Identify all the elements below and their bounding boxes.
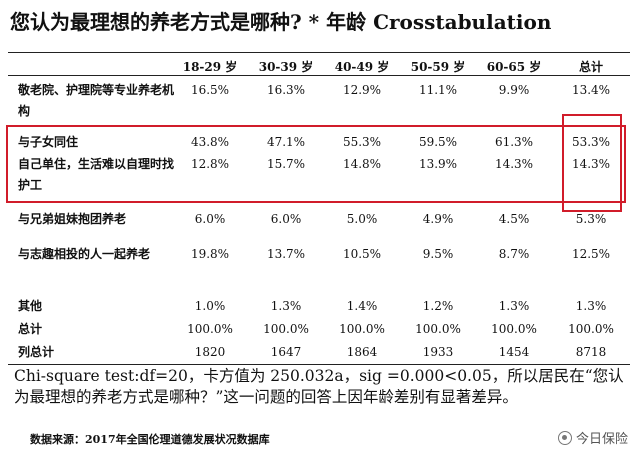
table-cell: 1.3% <box>575 299 607 313</box>
table-cell: 1933 <box>422 345 454 359</box>
table-cell: 14.3% <box>494 157 534 171</box>
table-cell: 100.0% <box>187 322 233 336</box>
table-cell: 16.5% <box>190 83 230 97</box>
highlight-box-total <box>562 114 622 212</box>
table-cell: 14.3% <box>571 157 611 171</box>
table-cell: 61.3% <box>494 135 534 149</box>
table-cell: 16.3% <box>266 83 306 97</box>
highlight-box-rows <box>6 125 626 203</box>
table-cell: 1820 <box>194 345 226 359</box>
table-cell: 4.9% <box>422 212 454 226</box>
table-cell: 59.5% <box>418 135 458 149</box>
table-cell: 10.5% <box>342 247 382 261</box>
table-cell: 5.0% <box>346 212 378 226</box>
table-cell: 6.0% <box>194 212 226 226</box>
row-label-column-total: 列总计 <box>18 345 55 359</box>
table-cell: 12.8% <box>190 157 230 171</box>
row-label-institution: 敬老院、护理院等专业养老机构 <box>18 83 175 118</box>
header-rule <box>8 75 630 76</box>
data-source: 数据来源：2017年全国伦理道德发展状况数据库 <box>30 433 270 446</box>
table-cell: 6.0% <box>270 212 302 226</box>
table-cell: 5.3% <box>575 212 607 226</box>
table-cell: 8.7% <box>498 247 530 261</box>
table-cell: 53.3% <box>571 135 611 149</box>
table-cell: 1.0% <box>194 299 226 313</box>
table-cell: 13.9% <box>418 157 458 171</box>
row-label-total: 总计 <box>18 322 43 336</box>
table-cell: 15.7% <box>266 157 306 171</box>
table-cell: 1864 <box>346 345 378 359</box>
col-header-50-59: 50-59 岁 <box>410 60 466 74</box>
table-cell: 13.7% <box>266 247 306 261</box>
bottom-rule <box>8 364 630 365</box>
table-cell: 11.1% <box>418 83 458 97</box>
row-label-live-alone-caregiver: 自己单住，生活难以自理时找护工 <box>18 157 175 192</box>
table-cell: 1454 <box>498 345 530 359</box>
table-title: 您认为最理想的养老方式是哪种? * 年龄 Crosstabulation <box>10 10 552 34</box>
table-cell: 47.1% <box>266 135 306 149</box>
table-cell: 1.2% <box>422 299 454 313</box>
table-cell: 19.8% <box>190 247 230 261</box>
row-label-with-siblings: 与兄弟姐妹抱团养老 <box>18 212 127 226</box>
chi-square-note: Chi-square test:df=20，卡方值为 250.032a，sig … <box>14 367 624 406</box>
watermark-logo-icon <box>557 430 572 445</box>
table-cell: 12.9% <box>342 83 382 97</box>
table-cell: 43.8% <box>190 135 230 149</box>
col-header-total: 总计 <box>578 60 603 74</box>
table-cell: 9.9% <box>498 83 530 97</box>
table-cell: 9.5% <box>422 247 454 261</box>
table-cell: 55.3% <box>342 135 382 149</box>
row-label-like-minded: 与志趣相投的人一起养老 <box>18 247 151 261</box>
table-cell: 13.4% <box>571 83 611 97</box>
watermark: 今日保险 <box>557 428 628 447</box>
row-label-other: 其他 <box>18 299 43 313</box>
col-header-18-29: 18-29 岁 <box>182 60 238 74</box>
table-cell: 8718 <box>575 345 607 359</box>
col-header-60-65: 60-65 岁 <box>486 60 542 74</box>
table-cell: 4.5% <box>498 212 530 226</box>
table-cell: 1647 <box>270 345 302 359</box>
table-cell: 100.0% <box>263 322 309 336</box>
table-cell: 100.0% <box>491 322 537 336</box>
table-cell: 100.0% <box>415 322 461 336</box>
col-header-30-39: 30-39 岁 <box>258 60 314 74</box>
table-cell: 100.0% <box>339 322 385 336</box>
top-rule <box>8 52 630 53</box>
table-cell: 1.3% <box>270 299 302 313</box>
table-cell: 1.4% <box>346 299 378 313</box>
table-cell: 12.5% <box>571 247 611 261</box>
table-cell: 14.8% <box>342 157 382 171</box>
col-header-40-49: 40-49 岁 <box>334 60 390 74</box>
table-cell: 1.3% <box>498 299 530 313</box>
row-label-with-children: 与子女同住 <box>18 135 79 149</box>
watermark-text: 今日保险 <box>575 432 628 447</box>
table-cell: 100.0% <box>568 322 614 336</box>
